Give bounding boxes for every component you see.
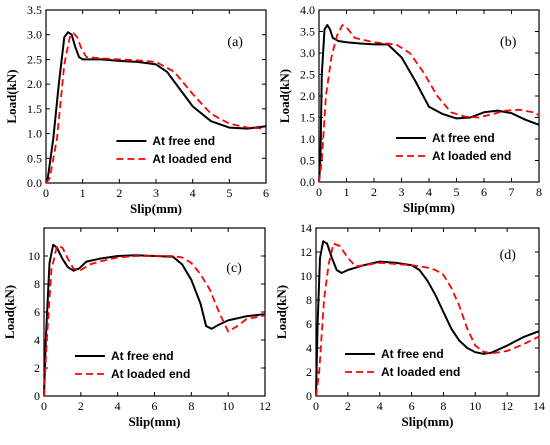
x-tick-label: 8: [440, 399, 446, 413]
y-tick-label: 3.0: [27, 28, 42, 42]
y-tick-label: 3.5: [27, 3, 42, 17]
x-tick-label: 0: [41, 399, 47, 413]
x-tick-label: 10: [469, 399, 481, 413]
legend-entry: At loaded end: [152, 152, 231, 166]
y-tick-label: 0.5: [27, 151, 42, 165]
series-line-free-end: [315, 240, 540, 397]
x-tick-label: 6: [263, 186, 269, 200]
y-tick-label: 4: [34, 333, 40, 347]
series-line-loaded-end: [43, 245, 266, 397]
x-tick-label: 6: [409, 399, 415, 413]
y-tick-label: 2: [34, 361, 40, 375]
x-axis-label: Slip(mm): [402, 414, 454, 429]
y-tick-label: 0.0: [27, 176, 42, 190]
y-tick-label: 2.0: [300, 89, 315, 103]
legend-entry: At loaded end: [432, 149, 511, 163]
x-tick-label: 8: [536, 185, 542, 199]
legend: At free end At loaded end: [74, 349, 190, 381]
panel-label: (c): [226, 261, 242, 276]
y-tick-label: 10: [28, 249, 40, 263]
chart-panel: 0 1 2 3 4 5 6 7 8 0.0 0.5 1.0 1.5 2.0 2.5 3.0 3.5 4.0 Slip…: [277, 3, 542, 215]
panel-label: (a): [227, 35, 243, 50]
x-tick-label: 7: [509, 185, 515, 199]
y-tick-label: 2: [306, 365, 312, 379]
y-tick-label: 3.5: [300, 25, 315, 39]
x-tick-label: 12: [501, 399, 513, 413]
x-tick-label: 0: [43, 186, 49, 200]
y-axis-label: Load(kN): [274, 285, 289, 339]
x-tick-label: 10: [222, 399, 234, 413]
legend: At free end At loaded end: [344, 347, 460, 379]
legend-entry: At free end: [152, 134, 215, 148]
x-tick-label: 4: [190, 186, 196, 200]
series-line-free-end: [45, 31, 267, 184]
y-tick-label: 3.0: [300, 46, 315, 60]
y-tick-label: 6: [34, 305, 40, 319]
x-tick-label: 0: [316, 185, 322, 199]
legend: At free end At loaded end: [116, 134, 232, 166]
chart-panel: 0 1 2 3 4 5 6 0.0 0.5 1.0 1.5 2.0 2.5 3.0 3.5 Slip(mm) L…: [4, 3, 269, 216]
y-tick-label: 0: [306, 389, 312, 403]
x-tick-label: 3: [153, 186, 159, 200]
x-tick-label: 4: [115, 399, 121, 413]
y-tick-label: 0.0: [300, 175, 315, 189]
x-tick-label: 2: [116, 186, 122, 200]
x-tick-label: 2: [371, 185, 377, 199]
series-line-loaded-end: [315, 242, 540, 397]
legend-entry: At free end: [432, 131, 495, 145]
y-tick-label: 1.0: [300, 132, 315, 146]
chart-panel: 0 2 4 6 8 10 12 14 0 2 4 6 8 10 12 14 Slip(mm) Load(kN) (d…: [274, 221, 545, 429]
x-tick-label: 2: [345, 399, 351, 413]
y-tick-label: 14: [300, 221, 312, 235]
y-tick-label: 1.5: [300, 111, 315, 125]
y-tick-label: 2.5: [300, 68, 315, 82]
x-tick-label: 5: [454, 185, 460, 199]
y-tick-label: 4: [306, 341, 312, 355]
x-tick-label: 2: [78, 399, 84, 413]
x-tick-label: 6: [152, 399, 158, 413]
y-tick-label: 1.0: [27, 127, 42, 141]
y-tick-label: 8: [34, 277, 40, 291]
y-tick-label: 10: [300, 269, 312, 283]
series-line-loaded-end: [318, 24, 540, 183]
x-axis-label: Slip(mm): [130, 201, 182, 216]
x-tick-label: 1: [80, 186, 86, 200]
y-tick-label: 4.0: [300, 3, 315, 17]
y-tick-label: 8: [306, 293, 312, 307]
panel-label: (d): [500, 248, 517, 263]
y-axis-label: Load(kN): [4, 69, 19, 123]
legend-entry: At free end: [111, 349, 174, 363]
x-tick-label: 8: [188, 399, 194, 413]
y-tick-label: 0.5: [300, 154, 315, 168]
legend: At free end At loaded end: [396, 131, 511, 163]
x-tick-label: 4: [426, 185, 432, 199]
y-tick-label: 0: [34, 389, 40, 403]
legend-entry: At loaded end: [111, 367, 190, 381]
x-axis-label: Slip(mm): [403, 200, 455, 215]
x-tick-label: 3: [399, 185, 405, 199]
y-tick-label: 1.5: [27, 102, 42, 116]
y-tick-label: 2.5: [27, 52, 42, 66]
y-tick-label: 2.0: [27, 77, 42, 91]
y-tick-label: 12: [300, 245, 312, 259]
y-tick-label: 6: [306, 317, 312, 331]
y-axis-label: Load(kN): [277, 69, 292, 123]
x-tick-label: 1: [344, 185, 350, 199]
legend-entry: At free end: [381, 347, 444, 361]
panel-label: (b): [500, 35, 517, 50]
x-tick-label: 6: [481, 185, 487, 199]
plot-frame: [315, 227, 540, 397]
x-tick-label: 0: [313, 399, 319, 413]
x-axis-label: Slip(mm): [129, 414, 181, 429]
chart-panel: 0 2 4 6 8 10 12 0 2 4 6 8 10 Slip(mm) Load(kN) (c) At fr…: [2, 227, 271, 429]
x-tick-label: 5: [226, 186, 232, 200]
x-tick-label: 14: [533, 399, 545, 413]
legend-entry: At loaded end: [381, 365, 460, 379]
x-tick-label: 12: [259, 399, 271, 413]
x-tick-label: 4: [377, 399, 383, 413]
y-axis-label: Load(kN): [2, 285, 17, 339]
